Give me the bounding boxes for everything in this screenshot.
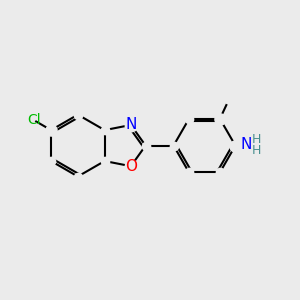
Text: H: H <box>252 144 262 158</box>
Text: N: N <box>241 137 252 152</box>
Text: Cl: Cl <box>27 113 40 127</box>
Text: O: O <box>125 159 137 174</box>
Text: H: H <box>252 133 262 146</box>
Text: N: N <box>125 118 136 133</box>
